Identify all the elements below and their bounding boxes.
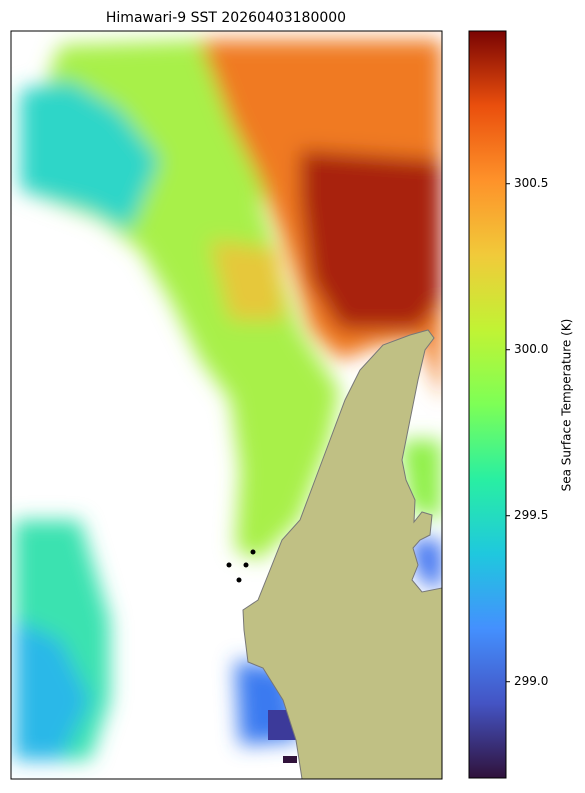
colorbar-tick-label: 299.5 <box>514 508 548 522</box>
marker <box>226 562 232 568</box>
marker <box>250 549 256 555</box>
marker <box>243 562 249 568</box>
colorbar-tick-label: 300.5 <box>514 176 548 190</box>
map-frame <box>10 30 443 780</box>
map-title: Himawari-9 SST 20260403180000 <box>106 10 346 26</box>
colorbar-tick-label: 300.0 <box>514 342 548 356</box>
marker <box>236 577 242 583</box>
colorbar <box>468 30 507 779</box>
land <box>242 329 442 779</box>
colorbar-tick-label: 299.0 <box>514 674 548 688</box>
colorbar-label: Sea Surface Temperature (K) <box>560 319 574 492</box>
sst-field <box>11 31 442 779</box>
